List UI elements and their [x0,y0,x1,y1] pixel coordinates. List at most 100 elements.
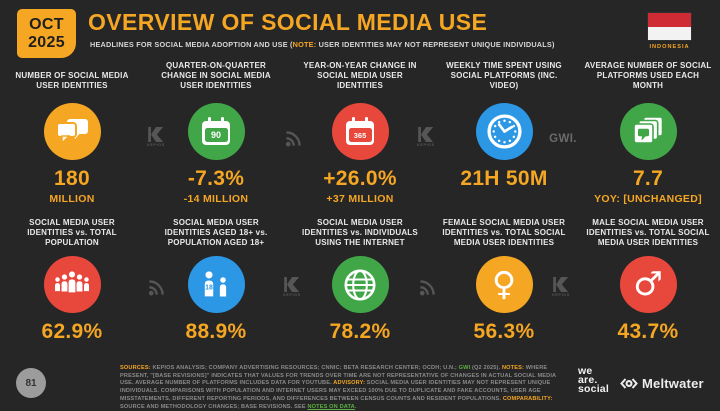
kepios-logo: KEPIOS [552,277,570,297]
metric-value: -7.3% [187,167,245,190]
metric-value: 56.3% [473,320,535,343]
metric-card-aged-18: SOCIAL MEDIA USER IDENTITIES AGED 18+ vs… [144,217,288,344]
kepios-label: KEPIOS [147,143,165,147]
metrics-row-2: SOCIAL MEDIA USER IDENTITIES vs. TOTAL P… [0,217,720,344]
metrics-row-1: NUMBER OF SOCIAL MEDIA USER IDENTITIES 1… [0,61,720,205]
kepios-label: KEPIOS [552,293,570,297]
metric-label: NUMBER OF SOCIAL MEDIA USER IDENTITIES [15,71,129,90]
metric-card-weekly-time: WEEKLY TIME SPENT USING SOCIAL PLATFORMS… [432,61,576,205]
page-subtitle: HEADLINES FOR SOCIAL MEDIA ADOPTION AND … [90,40,555,49]
metric-card-yoy-change: YEAR-ON-YEAR CHANGE IN SOCIAL MEDIA USER… [288,61,432,205]
sources-label: SOURCES: [120,365,151,371]
calendar-glyph: 365 [346,117,374,145]
gwi-link[interactable]: GWI [458,365,471,371]
gwi-logo: GWI. [549,133,577,145]
metric-card-female-share: FEMALE SOCIAL MEDIA USER IDENTITIES vs. … [432,217,576,344]
kepios-logo: KEPIOS [283,277,301,297]
sources-note: SOURCES: KEPIOS ANALYSIS; COMPANY ADVERT… [120,365,568,411]
metric-subvalue: +37 MILLION [326,193,394,205]
metric-subvalue: -14 MILLION [183,193,249,205]
metric-subvalue: YOY: [UNCHANGED] [594,193,702,205]
country-label: INDONESIA [649,44,690,50]
notes-label: NOTES: [501,365,524,371]
notes-text: WHERE PRESENT, "[BASE REVISIONS]" INDICA… [120,365,557,387]
comparability-text: SOURCE AND METHODOLOGY CHANGES; BASE REV… [120,403,308,410]
metric-label: YEAR-ON-YEAR CHANGE IN SOCIAL MEDIA USER… [303,61,417,90]
metric-label: SOCIAL MEDIA USER IDENTITIES AGED 18+ vs… [164,218,268,247]
kepios-k-icon [148,127,164,142]
was-line-3: social [578,383,609,395]
kepios-k-icon [553,277,569,292]
calendar-number: 90 [210,130,221,140]
metric-value: 180 [54,167,90,190]
metric-value: 7.7 [632,167,664,190]
metric-label: MALE SOCIAL MEDIA USER IDENTITIES vs. TO… [586,218,710,247]
kepios-label: KEPIOS [417,143,435,147]
datareportal-signal-icon [147,279,166,298]
metric-value: 21H 50M [460,167,548,190]
subtitle-text-rest: USER IDENTITIES MAY NOT REPRESENT UNIQUE… [316,40,555,49]
meltwater-logo: Meltwater [620,376,704,391]
calendar-90-icon: 90 [187,103,245,160]
advisory-text: SOCIAL MEDIA USER IDENTITIES MAY NOT REP… [120,380,551,402]
page-title: OVERVIEW OF SOCIAL MEDIA USE [88,9,488,35]
calendar-number: 365 [353,130,367,140]
page-number: 81 [16,368,46,398]
metric-label: AVERAGE NUMBER OF SOCIAL PLATFORMS USED … [584,61,712,90]
people-18-icon: 18 [187,256,245,313]
advisory-label: ADVISORY: [333,380,366,387]
meltwater-label: Meltwater [642,376,704,391]
kepios-k-icon [418,127,434,142]
metric-subvalue: MILLION [49,193,95,205]
was-line-1: we [578,365,593,377]
calendar-glyph: 90 [202,117,230,145]
stacked-apps-icon [619,103,677,160]
gwi-label: GWI. [549,133,577,145]
we-are-social-logo: we are. social [578,365,609,395]
globe-icon [331,256,389,313]
notes-on-data-link[interactable]: NOTES ON DATA [307,403,355,410]
was-line-2: are. [578,374,598,386]
kepios-label: KEPIOS [283,293,301,297]
metric-label: FEMALE SOCIAL MEDIA USER IDENTITIES vs. … [442,218,566,247]
calendar-365-icon: 365 [331,103,389,160]
datareportal-signal-icon [418,279,437,298]
age-number: 18 [205,284,213,291]
female-symbol-icon: ♀ [475,256,533,313]
sources-text: KEPIOS ANALYSIS; COMPANY ADVERTISING RES… [150,365,459,371]
metric-label: SOCIAL MEDIA USER IDENTITIES vs. INDIVID… [302,218,418,247]
datareportal-signal-icon [284,130,303,149]
date-badge: OCT 2025 [17,9,76,58]
metric-value: 43.7% [617,320,679,343]
metric-value: +26.0% [323,167,397,190]
indonesia-flag [648,13,691,40]
metric-value: 62.9% [41,320,103,343]
kepios-logo: KEPIOS [147,127,165,147]
meltwater-eye-icon [620,378,638,389]
comparability-label: COMPARABILITY: [502,395,553,402]
date-badge-month: OCT [29,16,64,33]
metric-value: 88.9% [185,320,247,343]
sentence-period: . [354,403,357,410]
flag-red-band [648,13,691,27]
date-badge-year: 2025 [28,33,65,51]
metric-label: SOCIAL MEDIA USER IDENTITIES vs. TOTAL P… [27,218,117,247]
kepios-k-icon [284,277,300,292]
male-symbol-icon: ♂ [619,256,677,313]
metric-label: QUARTER-ON-QUARTER CHANGE IN SOCIAL MEDI… [161,61,271,90]
metric-card-vs-population: SOCIAL MEDIA USER IDENTITIES vs. TOTAL P… [0,217,144,344]
metric-card-vs-internet-users: SOCIAL MEDIA USER IDENTITIES vs. INDIVID… [288,217,432,344]
metric-card-user-identities: NUMBER OF SOCIAL MEDIA USER IDENTITIES 1… [0,70,144,205]
metric-card-qoq-change: QUARTER-ON-QUARTER CHANGE IN SOCIAL MEDI… [144,61,288,205]
metric-label: WEEKLY TIME SPENT USING SOCIAL PLATFORMS… [446,61,562,90]
female-glyph: ♀ [491,264,517,303]
metric-value: 78.2% [329,320,391,343]
sources-text-2: (Q2 2025). [470,365,502,371]
people-group-icon [43,256,101,313]
male-glyph: ♂ [633,264,663,303]
kepios-logo: KEPIOS [417,127,435,147]
chat-bubbles-icon [43,103,101,160]
flag-white-band [648,26,691,40]
metric-card-male-share: MALE SOCIAL MEDIA USER IDENTITIES vs. TO… [576,217,720,344]
subtitle-note-label: NOTE: [292,40,317,49]
